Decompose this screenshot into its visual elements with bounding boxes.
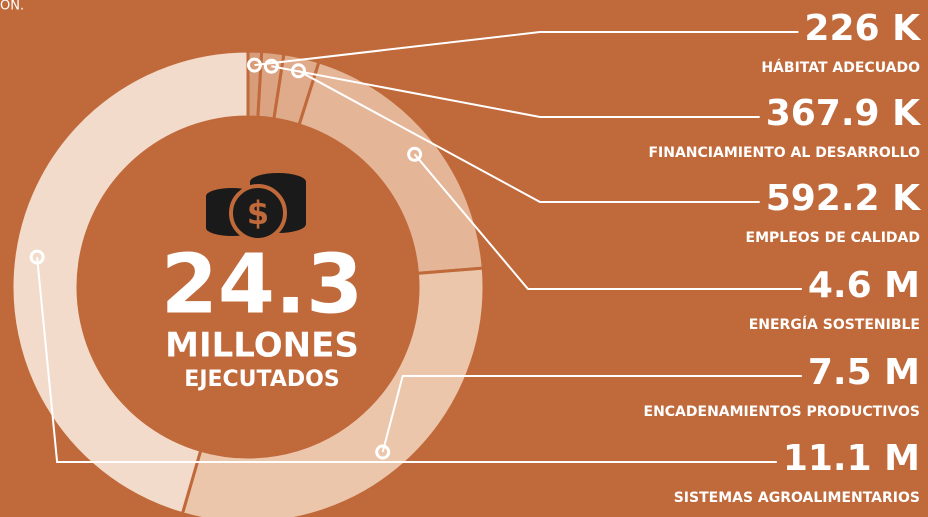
center-label: EJECUTADOS: [184, 367, 339, 392]
svg-text:$: $: [247, 194, 269, 232]
donut: [10, 49, 486, 517]
value-label: 4.6 M: [808, 265, 920, 306]
value-label: 11.1 M: [783, 438, 920, 479]
category-label: FINANCIAMIENTO AL DESARROLLO: [648, 145, 920, 161]
value-label: 367.9 K: [766, 93, 921, 134]
leader-dot: [375, 444, 391, 460]
value-label: 226 K: [804, 8, 921, 49]
category-label: HÁBITAT ADECUADO: [761, 59, 920, 76]
leader-line: [381, 375, 802, 453]
leader-dot: [246, 57, 262, 73]
donut-slice: [180, 266, 486, 517]
leader-dot: [290, 63, 306, 79]
center-unit: MILLONES: [165, 326, 359, 366]
donut-slice: [10, 49, 250, 516]
leader-line: [297, 69, 760, 203]
leader-dot: [29, 249, 45, 265]
center-value: 24.3: [161, 237, 363, 332]
leader-dot: [407, 146, 423, 162]
leader-line: [413, 153, 802, 290]
value-label: 592.2 K: [766, 178, 921, 219]
leader-line: [271, 65, 760, 118]
caption: ÓN.: [0, 0, 24, 14]
coins-icon: $: [206, 173, 306, 242]
leader-line: [36, 257, 777, 463]
category-label: SISTEMAS AGROALIMENTARIOS: [674, 490, 920, 506]
category-label: EMPLEOS DE CALIDAD: [746, 230, 920, 246]
leader-line: [254, 31, 799, 67]
value-label: 7.5 M: [808, 352, 920, 393]
category-label: ENERGÍA SOSTENIBLE: [749, 316, 920, 333]
leader-dot: [263, 58, 279, 74]
category-label: ENCADENAMIENTOS PRODUCTIVOS: [644, 404, 921, 420]
